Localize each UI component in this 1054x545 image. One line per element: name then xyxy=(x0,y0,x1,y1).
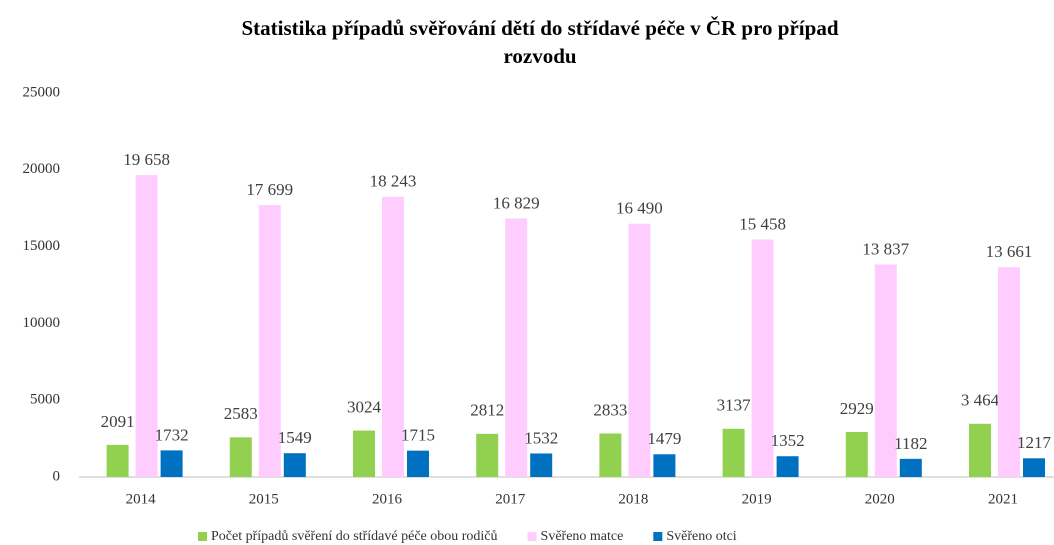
legend-label: Svěřeno matce xyxy=(541,529,624,544)
x-tick-label: 2017 xyxy=(495,491,526,507)
bar xyxy=(283,453,306,477)
bar xyxy=(258,205,281,477)
data-label: 3024 xyxy=(347,397,382,416)
x-tick-label: 2021 xyxy=(988,491,1018,507)
data-label: 1715 xyxy=(401,426,435,445)
data-label: 2812 xyxy=(470,401,504,420)
bar xyxy=(1023,458,1045,477)
data-label: 1549 xyxy=(278,428,312,447)
data-label: 17 699 xyxy=(246,180,293,199)
bar xyxy=(407,450,429,477)
bar xyxy=(845,432,868,477)
legend-swatch xyxy=(653,532,663,541)
x-tick-label: 2014 xyxy=(126,491,157,507)
bar xyxy=(751,239,774,477)
x-tick-label: 2019 xyxy=(742,491,772,507)
bar xyxy=(899,458,922,477)
bar xyxy=(505,218,528,477)
data-label: 15 458 xyxy=(739,214,786,233)
data-label: 18 243 xyxy=(370,172,417,191)
bar xyxy=(382,196,404,477)
y-tick-label: 15000 xyxy=(23,238,61,254)
data-label: 1182 xyxy=(894,434,927,453)
x-tick-label: 2018 xyxy=(618,491,648,507)
legend-swatch xyxy=(198,532,207,541)
bar xyxy=(135,175,158,478)
y-tick-label: 10000 xyxy=(23,315,61,331)
data-label: 2929 xyxy=(840,399,874,418)
data-label: 1532 xyxy=(524,428,558,447)
x-tick-label: 2015 xyxy=(249,491,279,507)
bar xyxy=(969,423,991,477)
y-tick-label: 0 xyxy=(53,468,61,484)
bar xyxy=(653,454,676,477)
data-label: 1732 xyxy=(155,425,189,444)
legend-label: Počet případů svěření do střídavé péče o… xyxy=(211,529,498,544)
data-label: 3 464 xyxy=(961,391,1000,410)
bar xyxy=(160,450,183,477)
x-tick-label: 2016 xyxy=(372,491,403,507)
y-tick-label: 5000 xyxy=(30,392,60,408)
bar xyxy=(628,223,651,477)
chart-title: Statistika případů svěřování dětí do stř… xyxy=(241,16,839,68)
bar xyxy=(874,264,897,477)
bar xyxy=(776,456,799,477)
x-tick-label: 2020 xyxy=(865,491,895,507)
legend-swatch xyxy=(527,532,537,541)
legend-label: Svěřeno otci xyxy=(666,529,736,544)
data-label: 16 829 xyxy=(493,193,540,212)
data-label: 19 658 xyxy=(123,150,170,169)
bar xyxy=(476,433,499,477)
bar xyxy=(998,267,1020,477)
data-label: 13 661 xyxy=(986,242,1033,261)
data-label: 1217 xyxy=(1017,433,1052,452)
bar xyxy=(530,453,553,477)
bar xyxy=(599,433,622,477)
data-label: 2091 xyxy=(101,412,135,431)
data-label: 3137 xyxy=(717,396,752,415)
data-label: 13 837 xyxy=(862,239,909,258)
data-label: 1352 xyxy=(771,431,805,450)
bar xyxy=(353,430,375,477)
bar xyxy=(722,428,745,477)
bar xyxy=(229,437,252,477)
data-label: 2583 xyxy=(224,404,258,423)
y-tick-label: 25000 xyxy=(23,84,61,100)
data-label: 1479 xyxy=(647,429,681,448)
bar xyxy=(106,444,129,477)
y-tick-label: 20000 xyxy=(23,161,61,177)
data-label: 16 490 xyxy=(616,199,663,218)
data-label: 2833 xyxy=(593,400,627,419)
